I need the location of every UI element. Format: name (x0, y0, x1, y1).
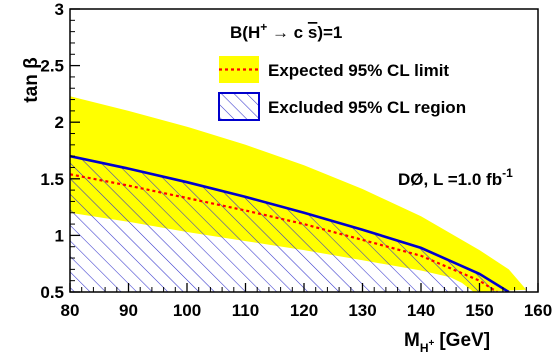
excluded-region-boundary (70, 154, 510, 292)
experiment-annotation: DØ, L =1.0 fb-1 (398, 166, 513, 189)
x-axis-title-sub: H (420, 341, 429, 355)
y-axis-title: tan β (21, 57, 42, 102)
y-tick-label: 3 (55, 0, 64, 19)
y-axis: 0.5 1 1.5 2 2.5 3 (40, 0, 80, 302)
y-tick-label: 0.5 (40, 283, 64, 302)
y-tick-label: 1.5 (40, 170, 64, 189)
expected-limit-line (70, 173, 498, 292)
x-tick-label: 100 (173, 301, 201, 320)
y-tick-label: 2.5 (40, 57, 64, 76)
legend-expected-label: Expected 95% CL limit (268, 61, 449, 80)
data-layer (70, 96, 527, 292)
x-tick-label: 90 (119, 301, 138, 320)
legend-title: B(H+ → c s)=1 (230, 20, 342, 42)
legend-excluded-label: Excluded 95% CL region (268, 98, 466, 117)
x-tick-label: 80 (61, 301, 80, 320)
x-tick-label: 120 (290, 301, 318, 320)
y-tick-label: 1 (55, 226, 64, 245)
x-tick-label: 130 (348, 301, 376, 320)
x-tick-label: 160 (524, 301, 552, 320)
legend: B(H+ → c s)=1 Expected 95% CL limit Excl… (218, 20, 466, 121)
x-tick-label: 140 (407, 301, 435, 320)
x-tick-label: 110 (232, 301, 259, 320)
x-axis-title-subsup: + (429, 338, 435, 349)
expected-band (70, 96, 527, 292)
x-axis: 80 90 100 110 120 130 140 150 160 (61, 283, 552, 320)
y-tick-label: 2 (55, 113, 64, 132)
x-axis-title: MH+ [GeV] (404, 330, 490, 355)
legend-title-arrow: → c (267, 23, 308, 42)
experiment-label: DØ, L =1.0 fb (398, 170, 502, 189)
legend-excluded-swatch (218, 92, 260, 121)
legend-title-sbar: s (308, 23, 317, 42)
x-axis-title-main: M (404, 330, 420, 351)
x-axis-title-unit: [GeV] (439, 330, 490, 351)
excluded-region (70, 156, 509, 292)
x-tick-label: 150 (465, 301, 493, 320)
legend-title-suffix: )=1 (317, 23, 342, 42)
legend-title-prefix: B(H (230, 23, 260, 42)
lumi-superscript: -1 (502, 166, 513, 180)
legend-title-sup: + (260, 20, 267, 34)
